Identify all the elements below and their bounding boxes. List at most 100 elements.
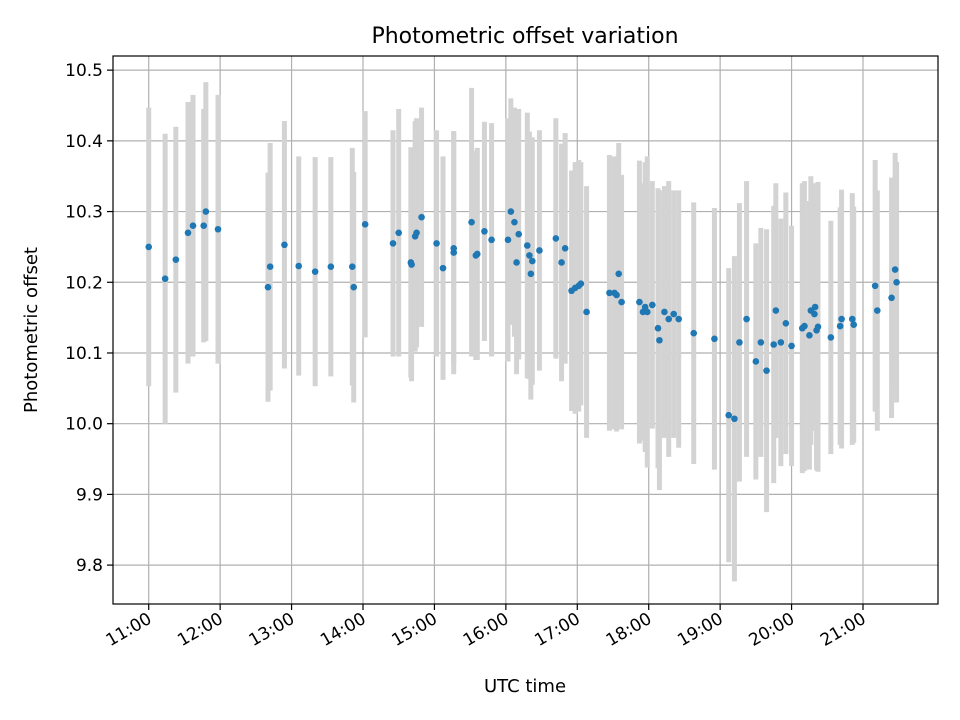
data-point (893, 278, 900, 286)
data-point (772, 307, 780, 314)
data-point (418, 213, 425, 221)
data-point (348, 263, 356, 271)
error-bars (146, 82, 900, 582)
x-tick-label: 14:00 (317, 609, 369, 651)
data-point (782, 319, 790, 327)
data-point (838, 315, 845, 323)
data-point (891, 266, 899, 273)
y-tick-label: 9.9 (76, 485, 103, 505)
data-point (488, 236, 495, 244)
data-point (577, 280, 585, 287)
data-point (200, 222, 208, 230)
y-tick-label: 9.8 (76, 556, 103, 576)
data-point (636, 298, 643, 306)
plot-frame (112, 55, 939, 605)
data-point (654, 324, 662, 332)
data-point (641, 303, 649, 311)
data-point (675, 315, 683, 323)
data-point (281, 241, 288, 249)
data-point (561, 245, 569, 252)
y-tick-label: 10.0 (65, 415, 103, 435)
data-point (670, 310, 678, 318)
y-tick-label: 10.5 (65, 61, 103, 81)
x-tick-label: 20:00 (746, 609, 798, 651)
data-point (513, 259, 520, 266)
data-point (327, 263, 335, 271)
x-tick-label: 21:00 (817, 609, 869, 651)
data-point (777, 339, 785, 346)
data-point (389, 240, 397, 247)
data-point (618, 298, 625, 306)
data-point (450, 245, 458, 252)
x-tick-label: 13:00 (246, 609, 298, 651)
data-point (202, 208, 210, 215)
data-point (504, 236, 512, 244)
data-point (757, 339, 765, 346)
data-point (871, 282, 879, 290)
data-point (850, 321, 858, 328)
data-point (408, 261, 415, 268)
data-point (189, 222, 197, 230)
y-tick-label: 10.3 (65, 203, 103, 223)
x-tick-label: 15:00 (388, 609, 440, 651)
chart-title: Photometric offset variation (371, 24, 678, 49)
data-point (350, 283, 358, 291)
data-point (752, 358, 760, 365)
data-point (527, 270, 535, 278)
data-point (770, 341, 778, 348)
data-point (788, 342, 795, 350)
data-point (311, 268, 319, 275)
data-point (665, 315, 673, 323)
data-point (827, 334, 835, 341)
y-axis-label: Photometric offset (21, 247, 42, 413)
data-point (413, 229, 420, 237)
y-tick-label: 10.4 (65, 132, 103, 152)
x-tick-label: 12:00 (174, 609, 226, 651)
x-axis-label: UTC time (484, 676, 566, 697)
data-point (468, 218, 475, 226)
data-point (811, 303, 819, 311)
data-point (743, 315, 750, 323)
data-point (814, 323, 822, 331)
x-axis: 11:00 12:00 13:00 14:00 15:00 16:00 17:00 18:00… (103, 604, 870, 651)
data-point (711, 335, 718, 343)
y-tick-label: 10.2 (65, 273, 103, 293)
data-point (725, 411, 733, 419)
data-point (439, 264, 447, 272)
x-tick-label: 16:00 (460, 609, 512, 651)
data-point (528, 257, 536, 265)
x-tick-label: 19:00 (674, 609, 726, 651)
data-point (184, 229, 192, 237)
x-tick-label: 17:00 (531, 609, 583, 651)
data-point (295, 262, 303, 270)
data-point (736, 339, 743, 346)
data-point (511, 218, 518, 226)
data-point (552, 235, 560, 242)
data-point (731, 415, 738, 423)
data-points (145, 208, 900, 423)
data-point (811, 310, 818, 318)
data-point (161, 275, 169, 283)
data-point (507, 208, 515, 215)
x-tick-label: 11:00 (103, 609, 155, 651)
y-axis: 9.8 9.9 10.0 10.1 10.2 10.3 10.4 10.5 (65, 61, 113, 576)
data-point (266, 263, 274, 271)
data-point (583, 308, 590, 316)
data-point (395, 229, 403, 237)
x-tick-label: 18:00 (603, 609, 655, 651)
data-point (523, 242, 531, 249)
data-point (873, 307, 881, 314)
data-point (643, 308, 651, 316)
data-point (806, 332, 813, 339)
data-point (536, 247, 543, 254)
data-point (264, 283, 272, 291)
data-point (145, 243, 153, 251)
data-point (473, 250, 481, 258)
data-point (515, 230, 523, 238)
data-point (361, 220, 369, 228)
data-point (848, 315, 856, 323)
data-point (481, 228, 488, 235)
data-point (656, 336, 663, 344)
data-point (615, 270, 623, 278)
